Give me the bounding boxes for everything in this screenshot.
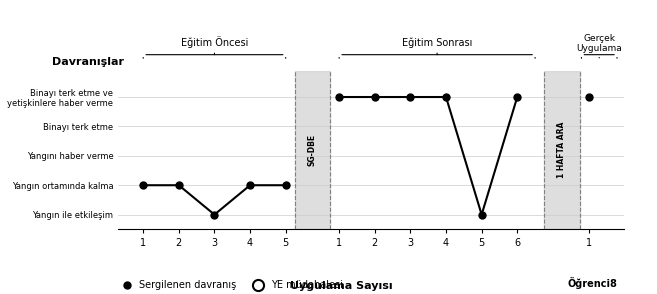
- Text: Eğitim Öncesi: Eğitim Öncesi: [181, 36, 248, 48]
- Text: Öğrenci8: Öğrenci8: [567, 277, 617, 289]
- Text: Gerçek
Uygulama: Gerçek Uygulama: [576, 34, 622, 53]
- Bar: [294, 71, 330, 229]
- Bar: [544, 71, 579, 229]
- Text: 1 HAFTA ARA: 1 HAFTA ARA: [557, 122, 566, 178]
- Text: Eğitim Sonrası: Eğitim Sonrası: [402, 38, 472, 48]
- Text: SG-DBE: SG-DBE: [308, 134, 317, 166]
- Text: Davranışlar: Davranışlar: [53, 57, 124, 67]
- Text: Uygulama Sayısı: Uygulama Sayısı: [290, 281, 393, 291]
- Legend: Sergilenen davranış, YE müdahalesi: Sergilenen davranış, YE müdahalesi: [113, 277, 346, 294]
